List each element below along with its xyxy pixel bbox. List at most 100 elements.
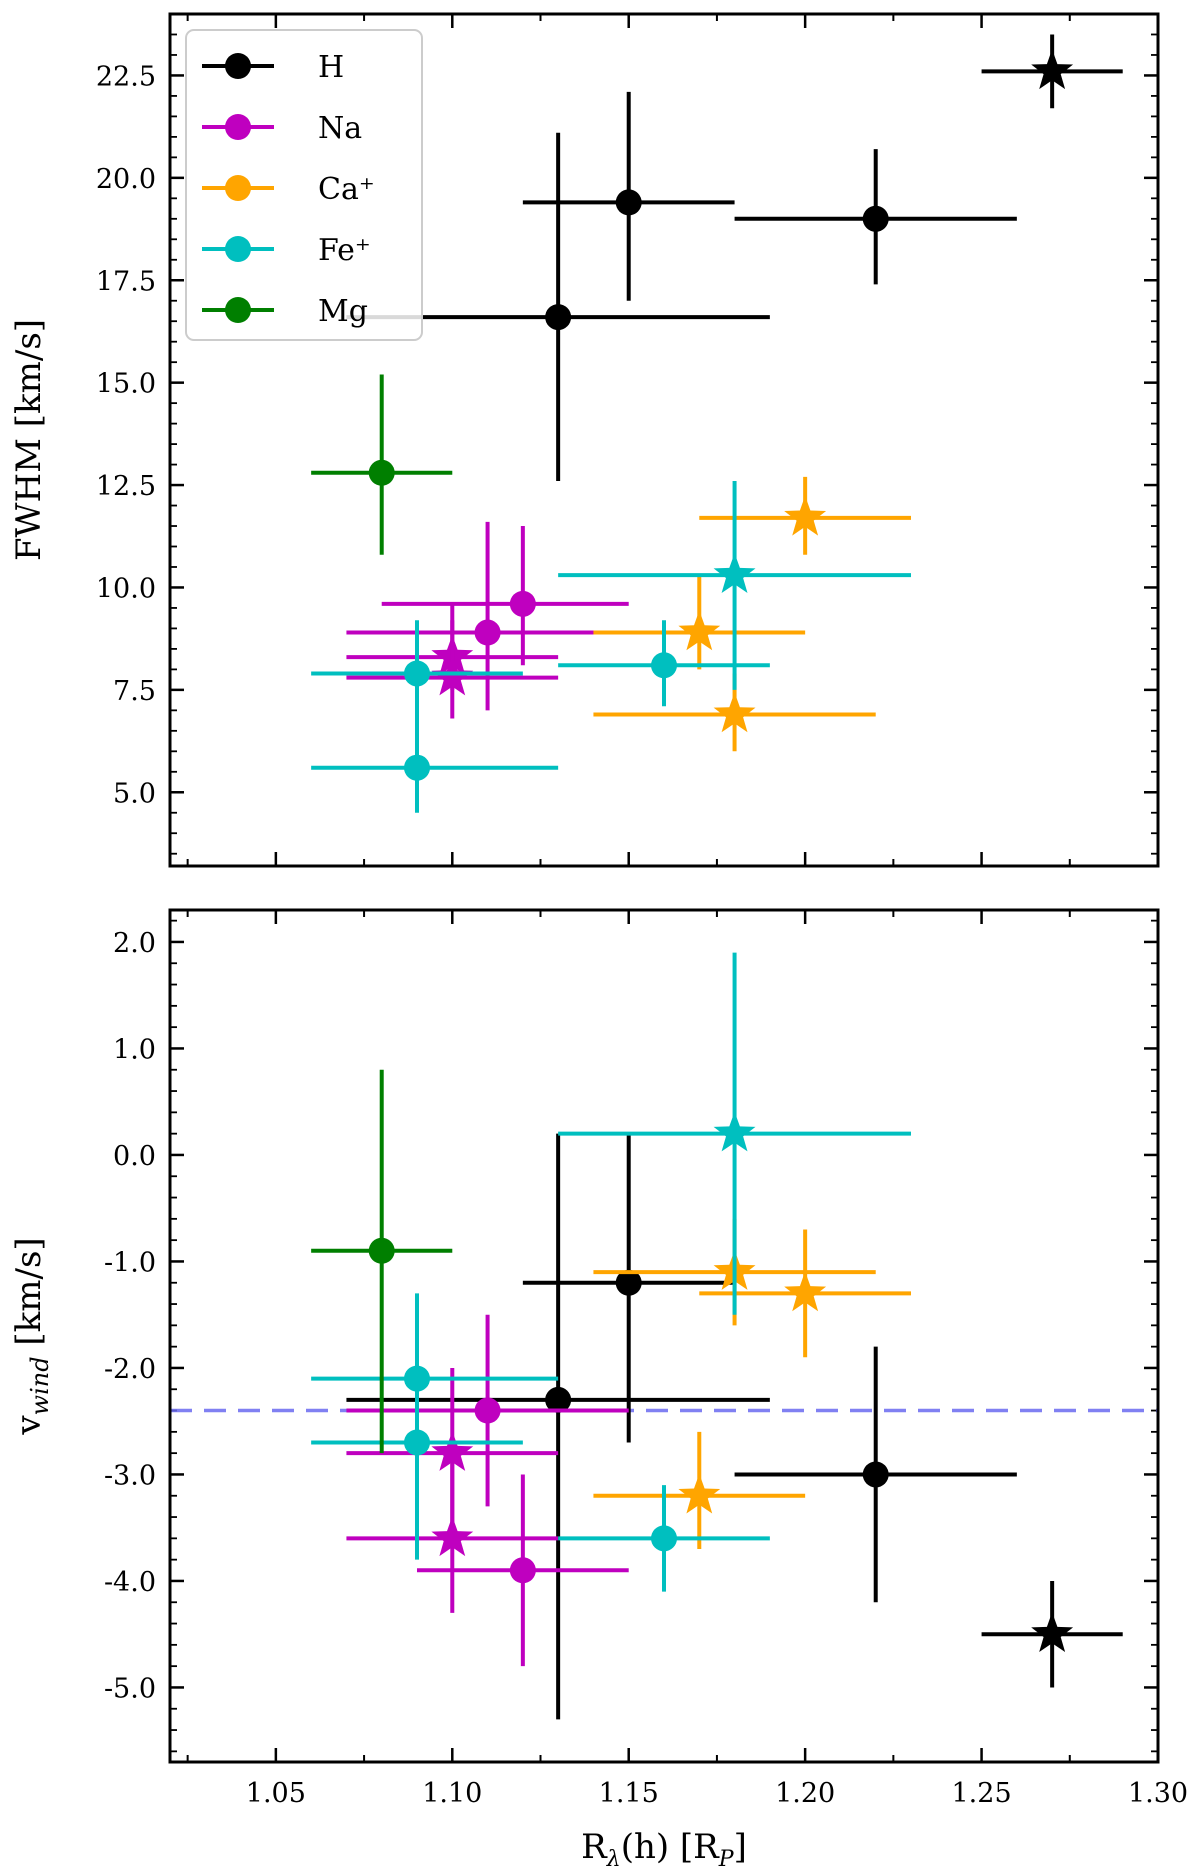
data-point-na bbox=[346, 1463, 559, 1613]
y-tick-label: 7.5 bbox=[113, 676, 156, 707]
star-marker bbox=[431, 1431, 474, 1471]
legend-frame bbox=[185, 29, 423, 341]
data-point-h bbox=[346, 1133, 770, 1720]
y-tick-label: -4.0 bbox=[104, 1567, 156, 1598]
circle-marker bbox=[509, 1557, 536, 1584]
legend-marker bbox=[225, 175, 251, 201]
legend-marker bbox=[225, 297, 251, 323]
data-point-na bbox=[417, 1474, 629, 1667]
data-point-fe bbox=[311, 620, 523, 727]
data-point-fe bbox=[558, 1485, 770, 1592]
circle-marker bbox=[509, 590, 536, 617]
x-tick-label: 1.05 bbox=[246, 1778, 306, 1809]
plot-frame bbox=[168, 908, 1160, 1764]
legend-marker bbox=[225, 236, 251, 262]
data-point-na bbox=[346, 521, 629, 711]
circle-marker bbox=[368, 1237, 395, 1264]
data-point-fe bbox=[558, 480, 911, 690]
legend-entry: Na bbox=[202, 111, 362, 146]
legend-marker bbox=[225, 53, 251, 79]
star-marker bbox=[431, 1516, 474, 1557]
data-point-h bbox=[734, 1346, 1017, 1603]
circle-marker bbox=[615, 189, 642, 216]
y-tick-label: 1.0 bbox=[113, 1034, 156, 1065]
data-point-fe bbox=[311, 1293, 559, 1464]
y-tick-label: 10.0 bbox=[96, 573, 156, 604]
legend-entry: Mg bbox=[202, 294, 368, 329]
y-tick-label: 15.0 bbox=[96, 369, 156, 400]
star-marker bbox=[1031, 1612, 1074, 1652]
legend-label: H bbox=[318, 50, 344, 85]
data-point-h bbox=[734, 149, 1017, 285]
circle-marker bbox=[651, 652, 677, 679]
data-point-h bbox=[981, 1580, 1123, 1688]
data-point-na bbox=[346, 620, 559, 719]
circle-marker bbox=[404, 754, 430, 781]
x-tick-label: 1.15 bbox=[599, 1778, 659, 1809]
star-marker bbox=[713, 692, 756, 733]
circle-marker bbox=[862, 1461, 889, 1488]
legend-entry: H bbox=[202, 50, 344, 85]
y-axis-title: FWHM [km/s] bbox=[9, 319, 49, 561]
data-point-h bbox=[522, 1133, 735, 1443]
y-tick-label: 22.5 bbox=[96, 61, 156, 92]
data-point-ca bbox=[593, 1431, 806, 1549]
circle-marker bbox=[862, 205, 889, 232]
star-marker bbox=[431, 655, 474, 696]
circle-marker bbox=[651, 1525, 677, 1552]
star-marker bbox=[784, 495, 827, 536]
x-tick-label: 1.10 bbox=[422, 1778, 482, 1809]
y-tick-label: 2.0 bbox=[113, 928, 156, 959]
y-tick-label: -3.0 bbox=[104, 1460, 156, 1491]
legend-marker bbox=[225, 114, 251, 140]
data-point-h bbox=[981, 34, 1123, 109]
y-tick-label: 17.5 bbox=[96, 266, 156, 297]
legend-entry: Ca⁺ bbox=[202, 172, 375, 207]
star-marker bbox=[784, 1271, 827, 1312]
data-point-fe bbox=[311, 1325, 523, 1560]
legend-label: Fe⁺ bbox=[318, 233, 371, 268]
circle-marker bbox=[404, 1429, 430, 1456]
y-tick-label: 5.0 bbox=[113, 778, 156, 809]
data-point-ca bbox=[699, 1229, 911, 1358]
legend: H Na Ca⁺ Fe⁺ Mg bbox=[185, 29, 423, 341]
data-point-mg bbox=[311, 1069, 453, 1454]
circle-marker bbox=[615, 1269, 642, 1296]
y-tick-label: -2.0 bbox=[104, 1354, 156, 1385]
legend-entry: Fe⁺ bbox=[202, 233, 371, 268]
star-marker bbox=[678, 610, 721, 651]
circle-marker bbox=[545, 1386, 572, 1413]
legend-label: Ca⁺ bbox=[318, 172, 375, 207]
star-marker bbox=[713, 1111, 756, 1152]
circle-marker bbox=[368, 459, 395, 486]
y-tick-label: 20.0 bbox=[96, 164, 156, 195]
data-point-na bbox=[381, 526, 629, 666]
data-point-h bbox=[522, 91, 735, 301]
data-point-mg bbox=[311, 374, 453, 555]
y-tick-label: -1.0 bbox=[104, 1247, 156, 1278]
fwhm-panel: 5.0 7.5 10.0 12.5 15.0 17.5 20.0 22.5 FWHM [km/s… bbox=[9, 12, 1160, 868]
circle-marker bbox=[404, 660, 430, 687]
circle-marker bbox=[474, 619, 501, 646]
x-axis-title: Rλ(h) [RP] bbox=[581, 1827, 747, 1872]
x-tick-label: 1.20 bbox=[775, 1778, 835, 1809]
data-point-ca bbox=[699, 476, 911, 555]
plot-frame bbox=[168, 12, 1160, 868]
circle-marker bbox=[474, 1397, 501, 1424]
star-marker bbox=[1031, 49, 1074, 90]
y-axis-title: vwind [km/s] bbox=[9, 1237, 54, 1435]
star-marker bbox=[713, 553, 756, 593]
data-point-fe bbox=[558, 952, 911, 1315]
star-marker bbox=[678, 1473, 721, 1514]
data-point-na bbox=[346, 1314, 629, 1507]
x-tick-label: 1.25 bbox=[952, 1778, 1012, 1809]
y-tick-label: -5.0 bbox=[104, 1673, 156, 1704]
wind-velocity-panel: 1.05 1.10 1.15 1.20 1.25 1.30 2.0 1.0 0.0 -1.0 -2.… bbox=[9, 908, 1188, 1809]
data-point-fe bbox=[311, 718, 559, 813]
y-tick-label: 12.5 bbox=[96, 471, 156, 502]
data-point-ca bbox=[593, 575, 806, 670]
legend-label: Na bbox=[318, 111, 362, 146]
legend-label: Mg bbox=[318, 294, 368, 329]
circle-marker bbox=[545, 304, 572, 331]
